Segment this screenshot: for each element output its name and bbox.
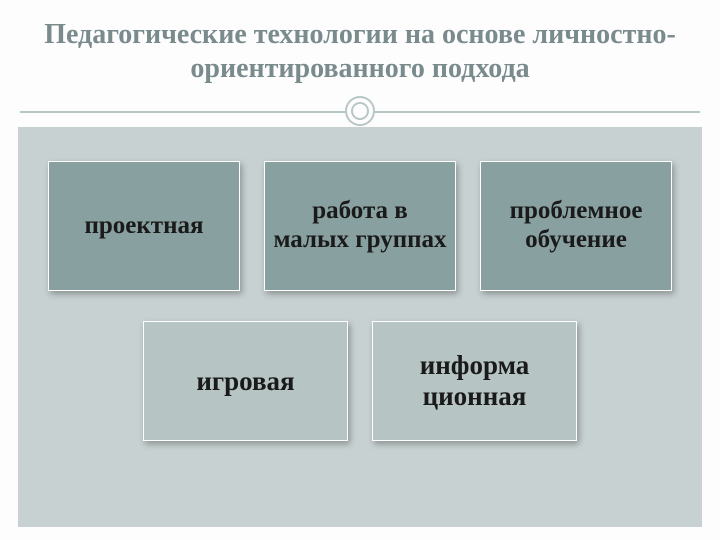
divider — [0, 101, 720, 121]
slide-title: Педагогические технологии на основе личн… — [30, 18, 690, 85]
title-area: Педагогические технологии на основе личн… — [0, 0, 720, 95]
box-label: игровая — [196, 366, 294, 397]
row-top: проектная работа в малых группах проблем… — [48, 161, 672, 291]
box-label: работа в малых группах — [273, 197, 447, 255]
box-label: проблемное обучение — [489, 197, 663, 255]
box-informatsionnaya: информационная — [372, 321, 577, 441]
content-area: проектная работа в малых группах проблем… — [18, 127, 702, 527]
box-proektnaya: проектная — [48, 161, 240, 291]
slide: Педагогические технологии на основе личн… — [0, 0, 720, 540]
box-label: проектная — [84, 212, 203, 241]
box-label: информационная — [420, 350, 530, 412]
box-problemnoe-obuchenie: проблемное обучение — [480, 161, 672, 291]
box-rabota-v-malykh-gruppakh: работа в малых группах — [264, 161, 456, 291]
box-igrovaya: игровая — [143, 321, 348, 441]
divider-ornament-icon — [345, 96, 375, 126]
row-bottom: игровая информационная — [48, 321, 672, 441]
